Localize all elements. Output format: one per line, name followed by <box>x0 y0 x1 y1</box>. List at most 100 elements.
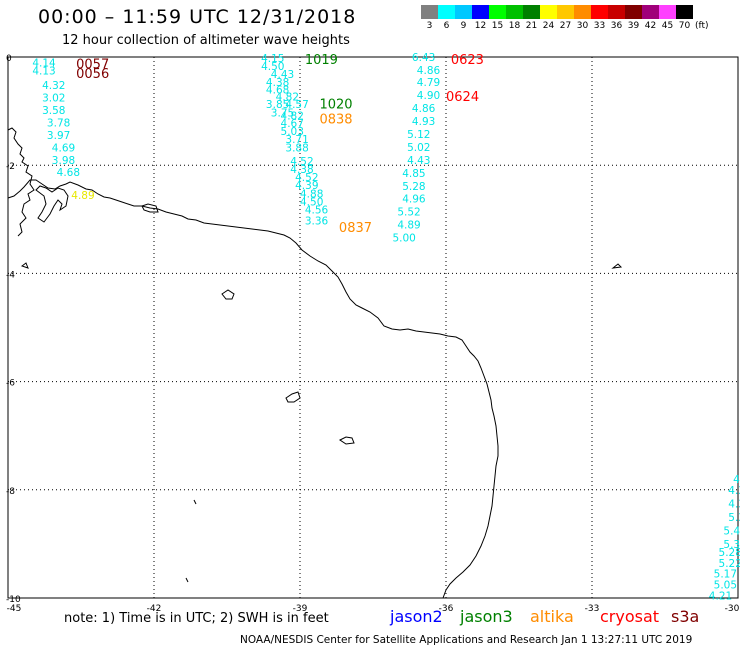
scale-swatch <box>523 5 540 19</box>
swh-value-label: 4.57 <box>285 99 308 111</box>
swh-value-label: 4.68 <box>57 167 80 179</box>
swh-value-label: 4.52 <box>295 172 318 184</box>
swh-value-label: 5.12 <box>407 129 430 141</box>
swh-value-label: 3.98 <box>52 155 75 167</box>
scale-label: 9 <box>460 21 467 31</box>
scale-cell: 6 <box>438 5 455 31</box>
legend-altika: altika <box>530 607 574 626</box>
footer-note: note: 1) Time is in UTC; 2) SWH is in fe… <box>64 611 329 626</box>
swh-value-label: 5.4 <box>723 525 740 537</box>
x-tick-label: -36 <box>439 604 454 614</box>
swh-value-label: 3.02 <box>42 93 65 105</box>
map-subtitle: 12 hour collection of altimeter wave hei… <box>62 33 350 48</box>
swh-value-label: 3.78 <box>47 117 70 129</box>
scale-label: 24 <box>542 21 555 31</box>
swh-value-label: 4.39 <box>295 180 318 192</box>
scale-cell: 27 <box>557 5 574 31</box>
swh-value-label: 4.93 <box>412 116 435 128</box>
pass-time-label: 0837 <box>339 221 372 236</box>
swh-value-label: 4.82 <box>281 110 304 122</box>
scale-cell: 12 <box>472 5 489 31</box>
scale-swatch <box>608 5 625 19</box>
scale-swatch <box>557 5 574 19</box>
scale-cell: 30 <box>574 5 591 31</box>
scale-swatch <box>676 5 693 19</box>
scale-cell: 24 <box>540 5 557 31</box>
coastline-mainland <box>7 179 499 599</box>
scale-swatch <box>659 5 676 19</box>
scale-cell: 15 <box>489 5 506 31</box>
swh-value-label: 4.85 <box>402 168 425 180</box>
swh-value-label: 4.13 <box>32 66 55 78</box>
scale-cell: 18 <box>506 5 523 31</box>
island-small-7 <box>185 499 197 583</box>
swh-value-label: 5.05 <box>714 579 737 591</box>
x-tick-label: -45 <box>7 604 22 614</box>
y-tick-label: -4 <box>6 270 15 280</box>
swh-value-label: 3.88 <box>285 142 308 154</box>
swh-value-label: 5.28 <box>402 181 425 193</box>
pass-time-label: 0838 <box>319 113 352 128</box>
swh-value-label: 4.82 <box>276 91 299 103</box>
footer-credit: NOAA/NESDIS Center for Satellite Applica… <box>240 634 693 646</box>
swh-value-label: 4.50 <box>261 61 284 73</box>
pass-time-label: 0057 <box>76 57 109 72</box>
scale-swatch <box>506 5 523 19</box>
swh-value-label: 3.71 <box>285 134 308 146</box>
map-title: 00:00 – 11:59 UTC 12/31/2018 <box>38 6 357 28</box>
swh-value-label: 4.38 <box>266 77 289 89</box>
coastline-gulf-islands <box>7 127 69 237</box>
map-grid <box>7 56 739 599</box>
y-tick-label: -6 <box>6 379 15 389</box>
y-tick-label: -8 <box>6 487 15 497</box>
scale-swatch <box>574 5 591 19</box>
swh-value-label: 5.22 <box>719 558 740 570</box>
scale-swatch <box>421 5 438 19</box>
swh-value-label: 5.3 <box>728 512 740 524</box>
pass-time-label: 0056 <box>76 67 109 82</box>
scale-label: 70 <box>678 21 691 31</box>
swh-value-label: 5.03 <box>281 126 304 138</box>
x-tick-label: -42 <box>147 604 162 614</box>
swh-value-label: 5.00 <box>392 233 415 245</box>
scale-swatch <box>455 5 472 19</box>
swh-value-label: 3.75 <box>271 108 294 120</box>
swh-value-label: 4.50 <box>300 196 323 208</box>
swh-value-label: 4.32 <box>42 80 65 92</box>
coastline <box>7 127 623 599</box>
scale-label: 6 <box>443 21 450 31</box>
island-small-3 <box>285 391 301 403</box>
island-small-6 <box>611 263 623 269</box>
scale-label: 3 <box>426 21 433 31</box>
pass-time-label: 1019 <box>305 53 338 68</box>
scale-cell: 45 <box>659 5 676 31</box>
scale-swatch <box>625 5 642 19</box>
scale-swatch <box>591 5 608 19</box>
legend-cryosat: cryosat <box>600 607 660 626</box>
scale-label: 33 <box>593 21 606 31</box>
x-tick-label: -33 <box>585 604 600 614</box>
swh-value-label: 4.4 <box>733 474 740 486</box>
island-small-5 <box>20 262 29 269</box>
swh-value-label: 4.43 <box>271 69 294 81</box>
swh-value-label: 5.28 <box>719 547 740 559</box>
scale-swatch <box>472 5 489 19</box>
scale-label: 39 <box>627 21 640 31</box>
wave-height-color-scale: 3 6 9 12 15 18 21 24 27 30 33 36 39 42 4… <box>421 5 709 31</box>
swh-value-label: 4.3 <box>728 485 740 497</box>
swh-value-label: 4.86 <box>412 103 436 115</box>
scale-label: 21 <box>525 21 538 31</box>
scale-swatch <box>540 5 557 19</box>
scale-cell: 33 <box>591 5 608 31</box>
axis-tick-labels: -45 -42 -39 -36 -33 -30 0 -2 -4 -6 -8 -10 <box>6 54 740 614</box>
scale-label: 30 <box>576 21 589 31</box>
scale-cell: 21 <box>523 5 540 31</box>
pass-time-label: 0624 <box>446 90 479 105</box>
swh-value-label: 3.97 <box>47 130 70 142</box>
scale-label: 42 <box>644 21 657 31</box>
swh-value-label: 4.86 <box>417 65 441 77</box>
scale-swatch <box>642 5 659 19</box>
swh-value-label: 4.52 <box>290 156 313 168</box>
swh-value-label: 4.38 <box>290 164 313 176</box>
